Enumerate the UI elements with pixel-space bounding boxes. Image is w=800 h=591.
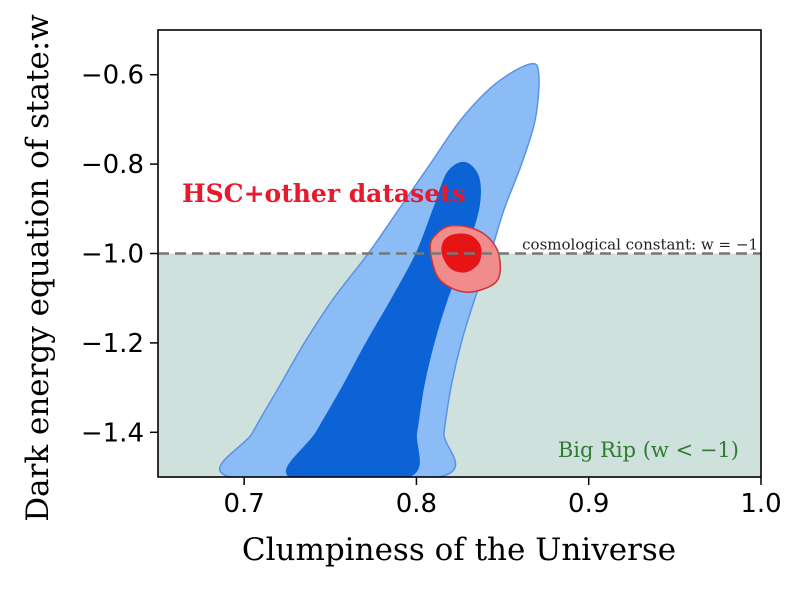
y-tick-label: −0.6: [81, 61, 144, 91]
y-tick-label: −1.4: [81, 418, 144, 448]
x-axis-label: Clumpiness of the Universe: [242, 532, 676, 568]
y-axis-label: Dark energy equation of state:w: [20, 14, 56, 522]
y-tick-label: −0.8: [81, 150, 144, 180]
x-tick-label: 0.7: [223, 489, 264, 519]
contour-hsc-contour-68: [441, 233, 482, 273]
cosmological-constant-label: cosmological constant: w = −1: [522, 236, 758, 254]
x-tick-label: 0.8: [396, 489, 437, 519]
x-tick-label: 1.0: [740, 489, 781, 519]
y-axis: −1.4 −1.2 −1.0 −0.8 −0.6: [81, 61, 158, 448]
series-label-hsc: HSC+other datasets: [182, 179, 466, 208]
x-axis: 0.7 0.8 0.9 1.0: [223, 477, 782, 519]
big-rip-label: Big Rip (w < −1): [558, 438, 739, 462]
y-tick-label: −1.2: [81, 329, 144, 359]
contours: [219, 62, 540, 477]
plot-area: [157, 29, 762, 478]
x-tick-label: 0.9: [568, 489, 609, 519]
y-tick-label: −1.0: [81, 240, 144, 270]
